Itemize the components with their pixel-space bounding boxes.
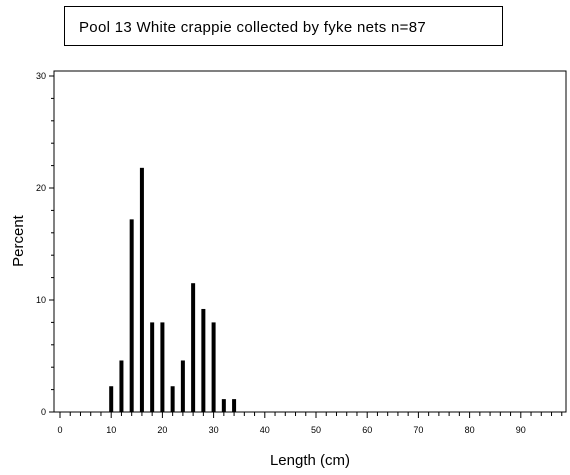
y-axis: 0 10 20 30 (36, 71, 54, 417)
x-tick-label: 50 (311, 425, 321, 435)
bar (119, 360, 124, 412)
bar (170, 386, 175, 412)
x-tick-label: 30 (209, 425, 219, 435)
x-axis-label: Length (cm) (270, 452, 350, 469)
x-tick-label: 20 (157, 425, 167, 435)
bars (109, 167, 237, 412)
bar (191, 283, 196, 412)
chart-title: Pool 13 White crappie collected by fyke … (79, 19, 426, 36)
x-axis: 0 10 20 30 40 50 60 70 80 90 (57, 412, 563, 435)
y-axis-label: Percent (10, 214, 27, 267)
bar (180, 360, 185, 412)
y-tick-label: 0 (41, 407, 46, 417)
bar (160, 322, 165, 412)
bar (211, 322, 216, 412)
bar (232, 399, 237, 412)
bar (221, 399, 226, 412)
bar (139, 167, 144, 412)
bar (129, 219, 134, 412)
x-tick-label: 70 (413, 425, 423, 435)
bar (201, 308, 206, 412)
y-tick-label: 10 (36, 295, 46, 305)
plot-frame (53, 70, 567, 413)
x-tick-label: 10 (106, 425, 116, 435)
x-tick-label: 0 (57, 425, 62, 435)
x-tick-label: 80 (465, 425, 475, 435)
x-tick-label: 60 (362, 425, 372, 435)
y-tick-label: 20 (36, 183, 46, 193)
y-tick-label: 30 (36, 71, 46, 81)
bar (109, 386, 114, 412)
title-box: Pool 13 White crappie collected by fyke … (64, 6, 503, 46)
x-tick-label: 40 (260, 425, 270, 435)
x-tick-label: 90 (516, 425, 526, 435)
bar (150, 322, 155, 412)
